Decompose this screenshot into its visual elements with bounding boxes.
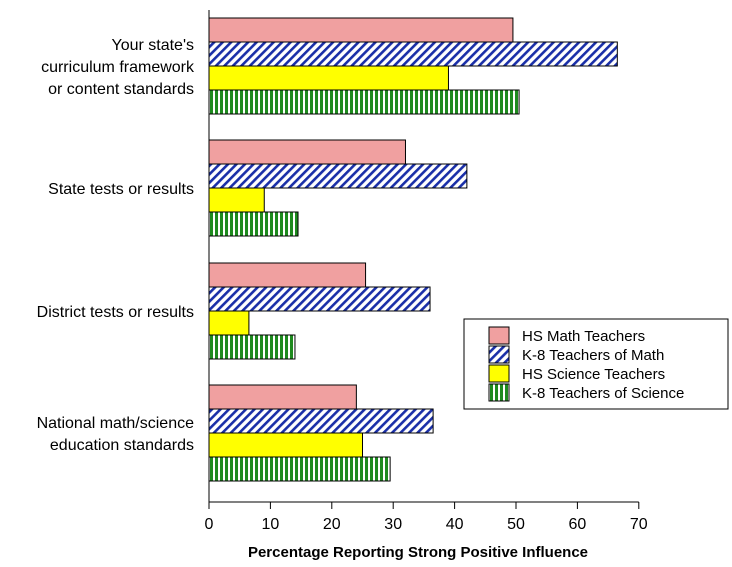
bar-series-1-category-2 [208,286,431,312]
category-label-2-line-0: District tests or results [37,304,194,321]
legend-swatch-0 [488,326,510,345]
category-labels: Your state's curriculum framework or conte… [37,37,195,454]
x-axis: 0 10 20 30 40 50 60 70 [205,10,648,533]
x-axis-title: Percentage Reporting Strong Positive Inf… [248,544,588,561]
bar-series-3-category-1 [208,211,299,237]
bar-series-2-category-2 [208,310,250,336]
x-tick-label-2: 20 [323,516,341,533]
bar-series-2-category-3 [208,432,363,458]
bar-series-1-category-0 [208,41,618,67]
x-tick-label-5: 50 [507,516,525,533]
legend-label-2: HS Science Teachers [522,366,665,383]
x-tick-label-4: 40 [446,516,464,533]
category-label-0-line-2: or content standards [48,81,194,98]
legend-swatch-3 [488,383,510,402]
x-tick-label-1: 10 [262,516,280,533]
category-label-3-line-1: education standards [50,437,194,454]
bar-series-3-category-0 [208,89,520,115]
bar-series-3-category-3 [208,456,391,482]
bar-series-0-category-2 [208,262,367,288]
legend-label-3: K-8 Teachers of Science [522,385,684,402]
bar-series-1-category-1 [208,163,468,189]
legend-label-0: HS Math Teachers [522,328,645,345]
bar-series-0-category-3 [208,384,357,410]
legend-label-1: K-8 Teachers of Math [522,347,664,364]
category-label-0-line-1: curriculum framework [41,59,195,76]
x-tick-label-0: 0 [205,516,214,533]
bar-series-2-category-0 [208,65,449,91]
legend: HS Math Teachers K-8 Teachers of Math HS S… [463,318,729,410]
x-tick-label-3: 30 [384,516,402,533]
category-label-3-line-0: National math/science [37,415,195,432]
bar-series-1-category-3 [208,408,434,434]
legend-swatch-2 [488,364,510,383]
x-tick-label-6: 60 [569,516,587,533]
bars-layer [208,17,618,482]
legend-swatch-1 [488,345,510,364]
category-label-1-line-0: State tests or results [48,181,194,198]
bar-series-2-category-1 [208,187,265,213]
bar-series-3-category-2 [208,334,296,360]
bar-series-0-category-1 [208,139,406,165]
category-label-0-line-0: Your state's [111,37,194,54]
bar-series-0-category-0 [208,17,514,43]
x-tick-label-7: 70 [630,516,648,533]
